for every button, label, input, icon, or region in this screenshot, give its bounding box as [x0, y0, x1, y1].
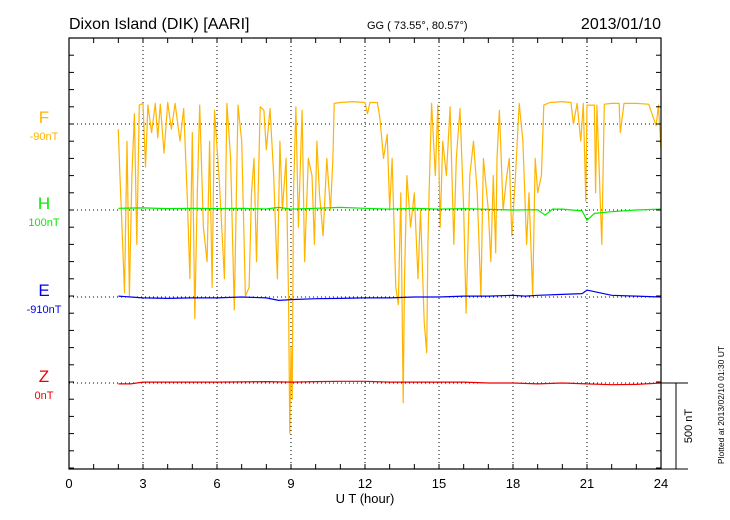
x-tick-label: 9	[287, 476, 294, 491]
x-tick-label: 12	[358, 476, 372, 491]
chart-date: 2013/01/10	[581, 16, 661, 33]
x-tick-label: 18	[506, 476, 520, 491]
trace-e	[118, 289, 662, 301]
scale-bar-label: 500 nT	[683, 409, 695, 444]
x-tick-label: 24	[654, 476, 668, 491]
offset-label-f: -90nT	[30, 131, 59, 143]
x-tick-label: 6	[213, 476, 220, 491]
component-label-e: E	[38, 281, 49, 300]
labels: F -90nT H 100nT E -910nT Z 0nT 0 3 6 9 12 15 18 21 24	[27, 108, 669, 491]
trace-f	[117, 101, 662, 435]
trace-z	[118, 380, 662, 386]
component-label-h: H	[38, 194, 50, 213]
x-tick-label: 21	[580, 476, 594, 491]
x-tick-label: 0	[65, 476, 72, 491]
grid	[69, 38, 661, 469]
axes	[68, 37, 688, 470]
component-label-f: F	[39, 108, 49, 127]
trace-h	[118, 206, 662, 221]
x-tick-label: 3	[139, 476, 146, 491]
chart-title: Dixon Island (DIK) [AARI]	[69, 16, 250, 33]
component-label-z: Z	[39, 367, 49, 386]
offset-label-h: 100nT	[28, 217, 59, 229]
offset-label-e: -910nT	[27, 304, 62, 316]
offset-label-z: 0nT	[35, 390, 54, 402]
x-axis-label: U T (hour)	[336, 491, 395, 506]
station-coordinates: GG ( 73.55°, 80.57°)	[367, 20, 468, 32]
traces	[117, 101, 662, 435]
plotted-at: Plotted at 2013/02/10 01:30 UT	[716, 346, 726, 464]
x-tick-label: 15	[432, 476, 446, 491]
